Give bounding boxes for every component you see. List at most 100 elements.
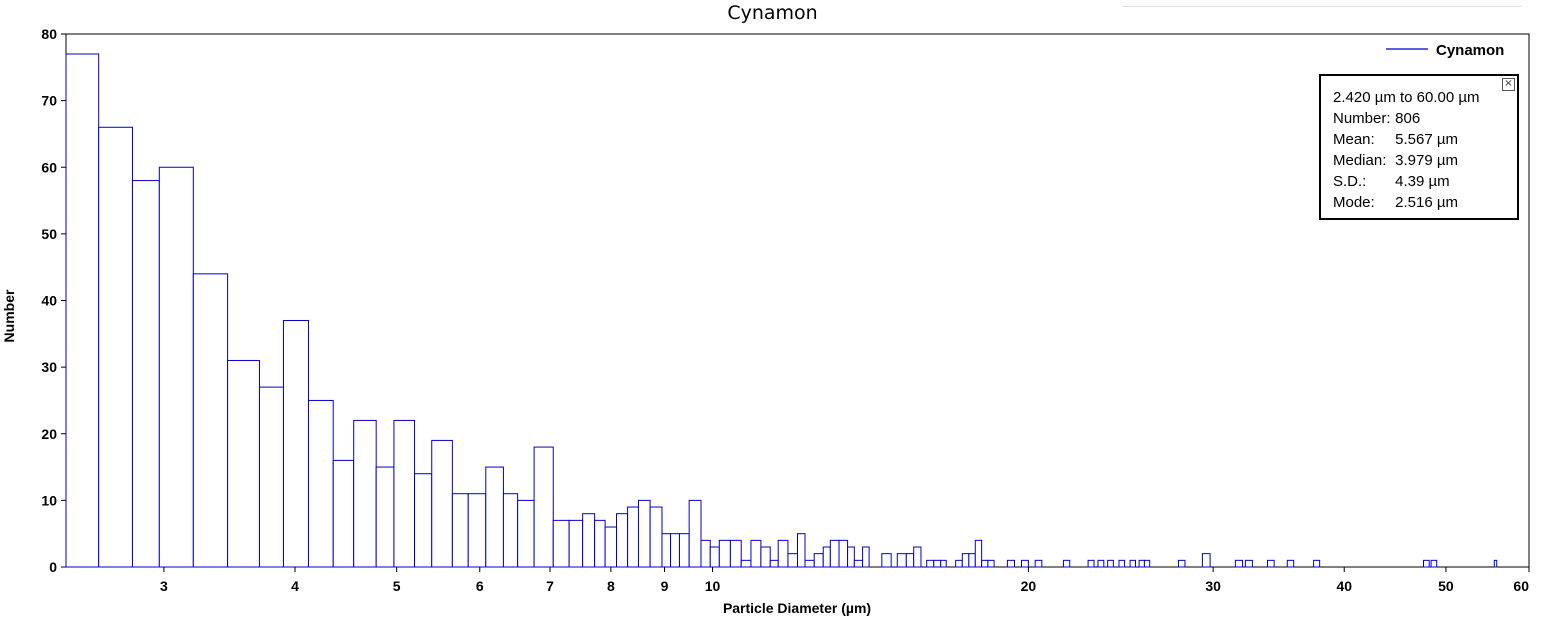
histogram-bar [1286, 559, 1295, 568]
histogram-bar [1266, 559, 1275, 568]
y-tick-label: 40 [41, 293, 57, 309]
y-tick-label: 80 [41, 26, 57, 42]
histogram-bars [65, 53, 1498, 568]
statistics-panel: × 2.420 µm to 60.00 µm Number: 806 Mean:… [1319, 74, 1519, 220]
histogram-bar [307, 399, 334, 568]
y-tick-label: 10 [41, 492, 57, 508]
histogram-bar [627, 506, 639, 568]
y-tick-label: 50 [41, 226, 57, 242]
histogram-bar [637, 499, 651, 568]
histogram-bar [804, 559, 815, 568]
histogram-bar [797, 533, 806, 568]
histogram-bar [1034, 559, 1043, 568]
histogram-bar [787, 553, 799, 568]
stats-label: Mode: [1333, 194, 1375, 211]
x-tick-label: 10 [705, 578, 721, 594]
x-tick-label: 30 [1205, 578, 1221, 594]
chart-title: Cynamon [727, 2, 818, 24]
stats-value: 806 [1395, 110, 1421, 127]
histogram-bar [718, 539, 731, 568]
x-tick-label: 50 [1438, 578, 1454, 594]
histogram-bar [1138, 559, 1145, 568]
stats-value: 2.516 µm [1395, 194, 1459, 211]
histogram-bar [158, 166, 194, 568]
legend: Cynamon [1386, 42, 1504, 59]
histogram-bar [282, 319, 309, 568]
histogram-bar [1062, 559, 1071, 568]
histogram-bar [955, 559, 963, 568]
histogram-bar [1177, 559, 1186, 568]
stats-value: 5.567 µm [1395, 131, 1459, 148]
stats-value: 3.979 µm [1395, 152, 1459, 169]
histogram-bar [1234, 559, 1244, 568]
x-tick-label: 4 [291, 578, 299, 594]
x-tick-label: 5 [393, 578, 401, 594]
histogram-bar [678, 533, 690, 568]
x-tick-label: 8 [607, 578, 615, 594]
stats-label: Number: [1333, 110, 1391, 127]
histogram-bar [485, 466, 504, 568]
window-edge-strip [1122, 0, 1522, 7]
histogram-bar [847, 546, 855, 568]
histogram-bar [822, 546, 831, 568]
stats-range: 2.420 µm to 60.00 µm [1333, 89, 1480, 106]
histogram-bar [131, 180, 160, 568]
histogram-bar [1423, 559, 1430, 568]
y-tick-label: 60 [41, 159, 57, 175]
stats-row-mode: Mode: 2.516 µm [1333, 194, 1458, 211]
histogram-bar [1006, 559, 1016, 568]
histogram-bar [502, 493, 519, 568]
histogram-bar [1021, 559, 1029, 568]
histogram-bar [777, 539, 789, 568]
histogram-bar [375, 466, 395, 568]
stats-label: Mean: [1333, 131, 1375, 148]
histogram-bar [688, 499, 702, 568]
stats-label: S.D.: [1333, 173, 1367, 190]
histogram-bar [332, 459, 355, 568]
histogram-bar [974, 539, 983, 568]
histogram-bar [813, 553, 824, 568]
histogram-bar [393, 419, 416, 568]
histogram-bar [981, 559, 989, 568]
histogram-bar [896, 553, 907, 568]
histogram-bar [709, 546, 720, 568]
close-icon[interactable]: × [1502, 78, 1515, 91]
histogram-bar [258, 386, 284, 568]
histogram-bar [594, 519, 606, 568]
histogram-bar [740, 559, 752, 568]
legend-label: Cynamon [1436, 42, 1504, 59]
y-axis-label: Number [1, 289, 17, 342]
histogram-bar [838, 539, 849, 568]
histogram-bar [1118, 559, 1126, 568]
x-tick-label: 6 [476, 578, 484, 594]
x-tick-label: 7 [546, 578, 554, 594]
histogram-bar [533, 446, 554, 568]
histogram-bar [451, 493, 469, 568]
histogram-bar [1087, 559, 1095, 568]
histogram-bar [913, 546, 922, 568]
histogram-bar [1244, 559, 1253, 568]
histogram-bar [1201, 553, 1211, 568]
histogram-bar [661, 533, 672, 568]
stats-row-mean: Mean: 5.567 µm [1333, 131, 1458, 148]
x-tick-label: 9 [661, 578, 669, 594]
stats-value: 4.39 µm [1395, 173, 1450, 190]
x-axis-label: Particle Diameter (µm) [723, 600, 871, 616]
histogram-bar [227, 359, 260, 568]
histogram-bar [1313, 559, 1321, 568]
x-tick-label: 40 [1336, 578, 1352, 594]
histogram-bar [467, 493, 487, 568]
histogram-bar [881, 553, 892, 568]
x-axis: 3 4 5 6 7 8 9 10 20 30 40 50 60 [160, 567, 1530, 594]
histogram-bar [769, 559, 779, 568]
histogram-bar [729, 539, 742, 568]
histogram-bar [760, 546, 771, 568]
x-tick-label: 60 [1513, 578, 1529, 594]
y-tick-label: 20 [41, 426, 57, 442]
histogram-bar [353, 419, 377, 568]
stats-label: Median: [1333, 152, 1387, 169]
y-tick-label: 30 [41, 359, 57, 375]
x-tick-label: 20 [1021, 578, 1037, 594]
histogram-bar [616, 513, 629, 568]
histogram-bar [65, 53, 100, 568]
